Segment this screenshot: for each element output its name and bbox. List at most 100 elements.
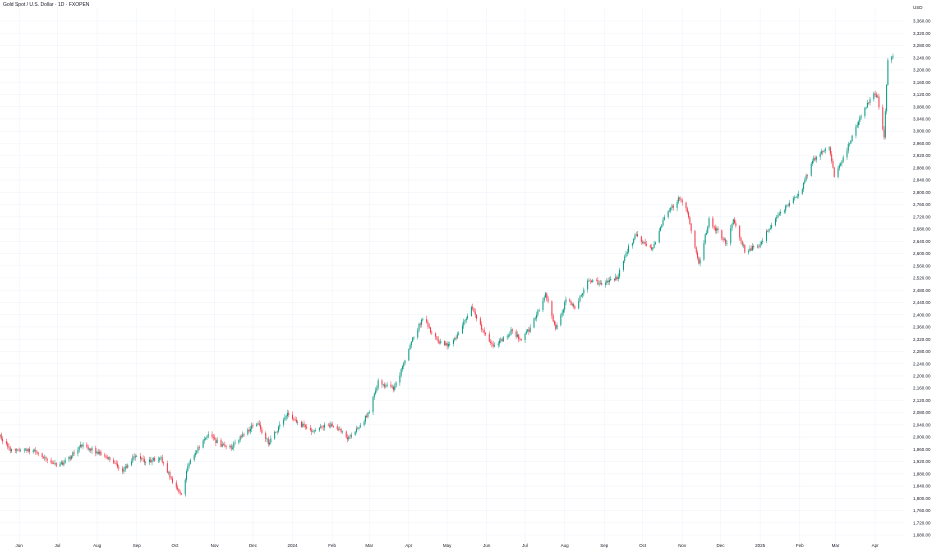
candle-body (578, 300, 580, 309)
candle-body (25, 449, 27, 451)
candle-body (749, 248, 751, 252)
candle-body (50, 460, 52, 463)
candle-body (148, 459, 150, 463)
candle-body (197, 447, 199, 451)
candle-body (187, 466, 189, 472)
candle-body (677, 197, 679, 203)
candle-body (368, 411, 370, 414)
candle-body (348, 436, 350, 440)
candle-body (725, 239, 727, 244)
candle-body (315, 430, 317, 431)
candle-body (189, 459, 191, 464)
candle-body (838, 165, 840, 169)
price-tick-label: 2,560.00 (913, 263, 931, 268)
candle-body (349, 436, 351, 438)
candle-body (97, 451, 99, 454)
candle-body (233, 443, 235, 448)
candle-body (716, 228, 718, 231)
candle-body (654, 242, 656, 245)
candle-body (805, 175, 807, 180)
candle-body (490, 341, 492, 343)
candle-body (524, 333, 526, 341)
candle-body (730, 228, 732, 244)
candle-body (18, 449, 20, 451)
candle-body (769, 228, 771, 230)
candle-body (768, 229, 770, 232)
candle-body (822, 151, 824, 153)
candle-body (329, 425, 331, 427)
candle-body (205, 437, 207, 440)
candle-body (849, 143, 851, 145)
currency-label: USD (913, 5, 923, 10)
candle-body (26, 449, 28, 451)
candle-body (216, 440, 218, 443)
candle-body (461, 325, 463, 334)
candle-body (542, 300, 544, 311)
candle-body (628, 245, 630, 253)
candle-body (419, 323, 421, 325)
candle-body (382, 384, 384, 386)
candle-body (104, 455, 106, 456)
candle-body (506, 336, 508, 338)
candle-body (211, 434, 213, 437)
candle-body (45, 457, 47, 460)
candle-body (284, 417, 286, 420)
candle-body (364, 415, 366, 422)
candle-body (435, 333, 437, 337)
candle-body (831, 154, 833, 162)
candle-body (723, 239, 725, 240)
candle-body (376, 387, 378, 391)
price-tick-label: 3,040.00 (913, 117, 931, 122)
candle-body (340, 428, 342, 433)
candle-body (681, 199, 683, 203)
price-axis[interactable]: 1,680.00 1,720.00 1,760.00 1,800.00 1,840.00… (913, 5, 931, 538)
candle-body (203, 439, 205, 441)
candle-body (79, 444, 81, 447)
time-tick-label: Sep (600, 543, 609, 548)
candle-body (786, 205, 788, 207)
time-axis[interactable]: Jun Jul Aug Sep Oct Nov Dec 2024 Feb Mar Apr May Jun… (16, 543, 880, 548)
candle-body (417, 329, 419, 338)
candle-body (860, 115, 862, 119)
candle-body (23, 449, 25, 451)
candle-body (375, 390, 377, 394)
price-tick-label: 2,640.00 (913, 239, 931, 244)
candle-body (157, 459, 159, 461)
candle-body (46, 459, 48, 461)
candle-body (536, 314, 538, 319)
candle-body (792, 198, 794, 204)
candle-body (313, 430, 315, 432)
candle-body (14, 449, 16, 451)
candle-body (472, 307, 474, 309)
candle-body (225, 445, 227, 447)
candle-body (223, 444, 225, 445)
candle-body (257, 423, 259, 425)
candle-body (81, 444, 83, 447)
candle-body (819, 153, 821, 157)
candle-body (546, 293, 548, 299)
candle-body (136, 456, 138, 457)
time-tick-label: Apr (872, 543, 880, 548)
candle-body (753, 246, 755, 248)
candle-body (131, 461, 133, 465)
candle-body (601, 283, 603, 285)
candle-body (198, 447, 200, 448)
candle-body (286, 413, 288, 417)
candle-body (776, 217, 778, 219)
candle-body (794, 197, 796, 199)
candle-body (533, 318, 535, 328)
candle-body (354, 431, 356, 435)
candle-body (829, 147, 831, 155)
price-tick-label: 1,920.00 (913, 459, 931, 464)
candle-body (330, 423, 332, 427)
candle-body (481, 324, 483, 330)
candle-body (553, 321, 555, 325)
candle-body (644, 242, 646, 245)
candle-body (62, 462, 64, 465)
candle-body (385, 386, 387, 387)
candle-body (166, 463, 168, 473)
price-tick-label: 2,320.00 (913, 337, 931, 342)
candle-body (777, 215, 779, 218)
candle-body (771, 225, 773, 229)
